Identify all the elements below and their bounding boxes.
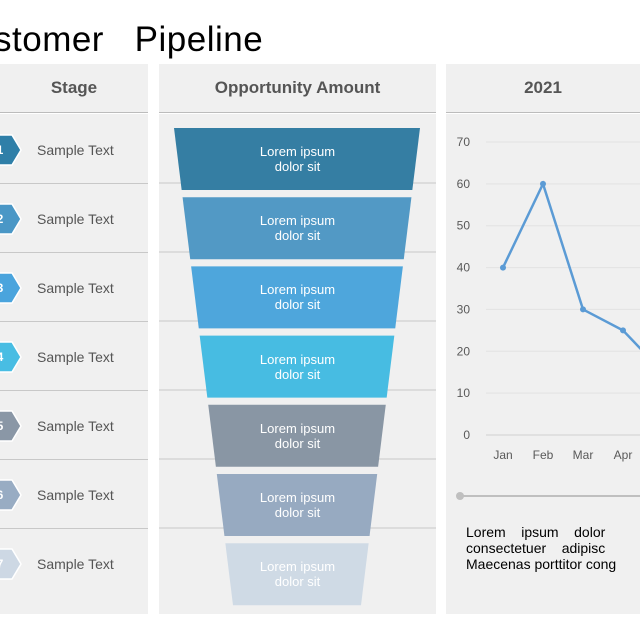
funnel-label-line: Lorem ipsum	[259, 144, 336, 159]
stage-badge: 4	[0, 341, 22, 373]
stage-number: 7	[0, 548, 12, 580]
opportunity-panel: Opportunity Amount Lorem ipsum dolor sit L…	[159, 64, 436, 614]
y-tick-label: 70	[457, 135, 471, 149]
funnel-label-line: Lorem ipsum	[259, 490, 336, 505]
funnel-label-line: dolor sit	[274, 505, 321, 520]
data-point	[500, 264, 506, 271]
y-tick-label: 60	[457, 177, 471, 191]
note-line-1: Lorem ipsum dolor	[466, 524, 606, 540]
line-chart: 010203040506070JanFebMarAprMay	[456, 135, 640, 500]
funnel-segment	[208, 404, 386, 467]
funnel-segment	[182, 197, 412, 260]
data-point	[580, 306, 586, 313]
stage-badge: 2	[0, 203, 22, 235]
year-header: 2021	[524, 78, 562, 97]
funnel-label: Lorem ipsum dolor sit	[159, 336, 436, 398]
row-divider	[0, 183, 148, 184]
stage-number: 1	[0, 134, 12, 166]
note-line-3: Maecenas porttitor cong	[466, 556, 617, 572]
stage-header: Stage	[50, 78, 98, 97]
y-tick-label: 40	[457, 261, 471, 275]
stage-badge: 5	[0, 410, 22, 442]
x-tick-label: Feb	[533, 448, 554, 462]
funnel-label-line: dolor sit	[274, 228, 321, 244]
stage-label: Sample Text	[37, 348, 114, 365]
series-line	[501, 180, 640, 350]
stage-label: Sample Text	[37, 279, 114, 296]
stage-label: Sample Text	[37, 210, 114, 227]
opportunity-header: Opportunity Amount	[214, 78, 381, 97]
funnel-segment	[191, 266, 403, 329]
stage-number: 6	[0, 479, 12, 511]
page-title: stomer Pipeline	[0, 20, 264, 59]
stage-number: 5	[0, 410, 12, 442]
stage-number: 2	[0, 203, 12, 235]
header-divider	[446, 112, 640, 114]
stage-row: 3 Sample Text	[0, 253, 148, 322]
funnel-label-line: dolor sit	[274, 159, 321, 174]
header-divider	[0, 112, 148, 114]
chart-panel: 2021 010203040506070JanFebMarAprMay Lore…	[446, 64, 640, 614]
stage-badge: 1	[0, 134, 22, 166]
y-tick-label: 20	[457, 344, 471, 358]
x-tick-label: Apr	[614, 448, 633, 462]
row-divider	[0, 459, 148, 460]
funnel-label: Lorem ipsum dolor sit	[159, 266, 436, 328]
note-line-2: consectetuer adipisc	[466, 540, 606, 556]
header-divider	[159, 112, 436, 114]
funnel-label-line: dolor sit	[274, 574, 321, 590]
stage-row: 7 Sample Text	[0, 529, 148, 598]
funnel-label-line: dolor sit	[274, 366, 321, 382]
stage-row: 5 Sample Text	[0, 391, 148, 460]
stage-number: 4	[0, 341, 12, 373]
funnel-label-line: Lorem ipsum	[259, 559, 336, 575]
row-divider	[0, 321, 148, 322]
divider-dot	[456, 492, 464, 500]
row-divider	[0, 252, 148, 253]
funnel-segment	[199, 335, 395, 398]
y-tick-label: 0	[463, 428, 470, 442]
stage-number: 3	[0, 272, 12, 304]
stage-panel: Stage 1 Sample Text 2 Sample Text 3 Sample Te…	[0, 64, 148, 614]
stage-badge: 7	[0, 548, 22, 580]
stage-badge: 6	[0, 479, 22, 511]
funnel-label-line: Lorem ipsum	[259, 351, 336, 367]
y-tick-label: 30	[457, 302, 471, 316]
funnel-label: Lorem ipsum dolor sit	[159, 128, 436, 190]
funnel-label: Lorem ipsum dolor sit	[159, 543, 436, 605]
stage-row: 2 Sample Text	[0, 184, 148, 253]
funnel-label-line: Lorem ipsum	[259, 282, 336, 298]
y-tick-label: 10	[457, 386, 471, 400]
x-tick-label: Mar	[573, 448, 594, 462]
funnel-label-line: dolor sit	[274, 297, 321, 313]
x-tick-label: Jan	[493, 448, 512, 462]
stage-label: Sample Text	[37, 486, 114, 503]
stage-label: Sample Text	[37, 417, 114, 434]
note-text: Lorem ipsum dolor consectetuer adipisc M…	[466, 524, 640, 572]
funnel-label-line: Lorem ipsum	[259, 213, 336, 229]
funnel-segment	[225, 543, 369, 606]
data-point	[540, 180, 546, 187]
stage-row: 1 Sample Text	[0, 115, 148, 184]
funnel-label-line: dolor sit	[274, 435, 321, 451]
funnel-label-line: Lorem ipsum	[259, 420, 336, 436]
row-divider	[0, 528, 148, 529]
funnel-segment	[174, 128, 420, 190]
funnel-label: Lorem ipsum dolor sit	[159, 405, 436, 467]
stage-label: Sample Text	[37, 141, 114, 158]
data-point	[620, 327, 626, 334]
funnel-segment	[216, 474, 378, 536]
stage-row: 6 Sample Text	[0, 460, 148, 529]
stage-badge: 3	[0, 272, 22, 304]
y-tick-label: 50	[457, 219, 471, 233]
funnel-label: Lorem ipsum dolor sit	[159, 474, 436, 536]
stage-row: 4 Sample Text	[0, 322, 148, 391]
funnel-shapes	[159, 128, 436, 606]
stage-label: Sample Text	[37, 555, 114, 572]
funnel-label: Lorem ipsum dolor sit	[159, 197, 436, 259]
row-divider	[0, 390, 148, 391]
